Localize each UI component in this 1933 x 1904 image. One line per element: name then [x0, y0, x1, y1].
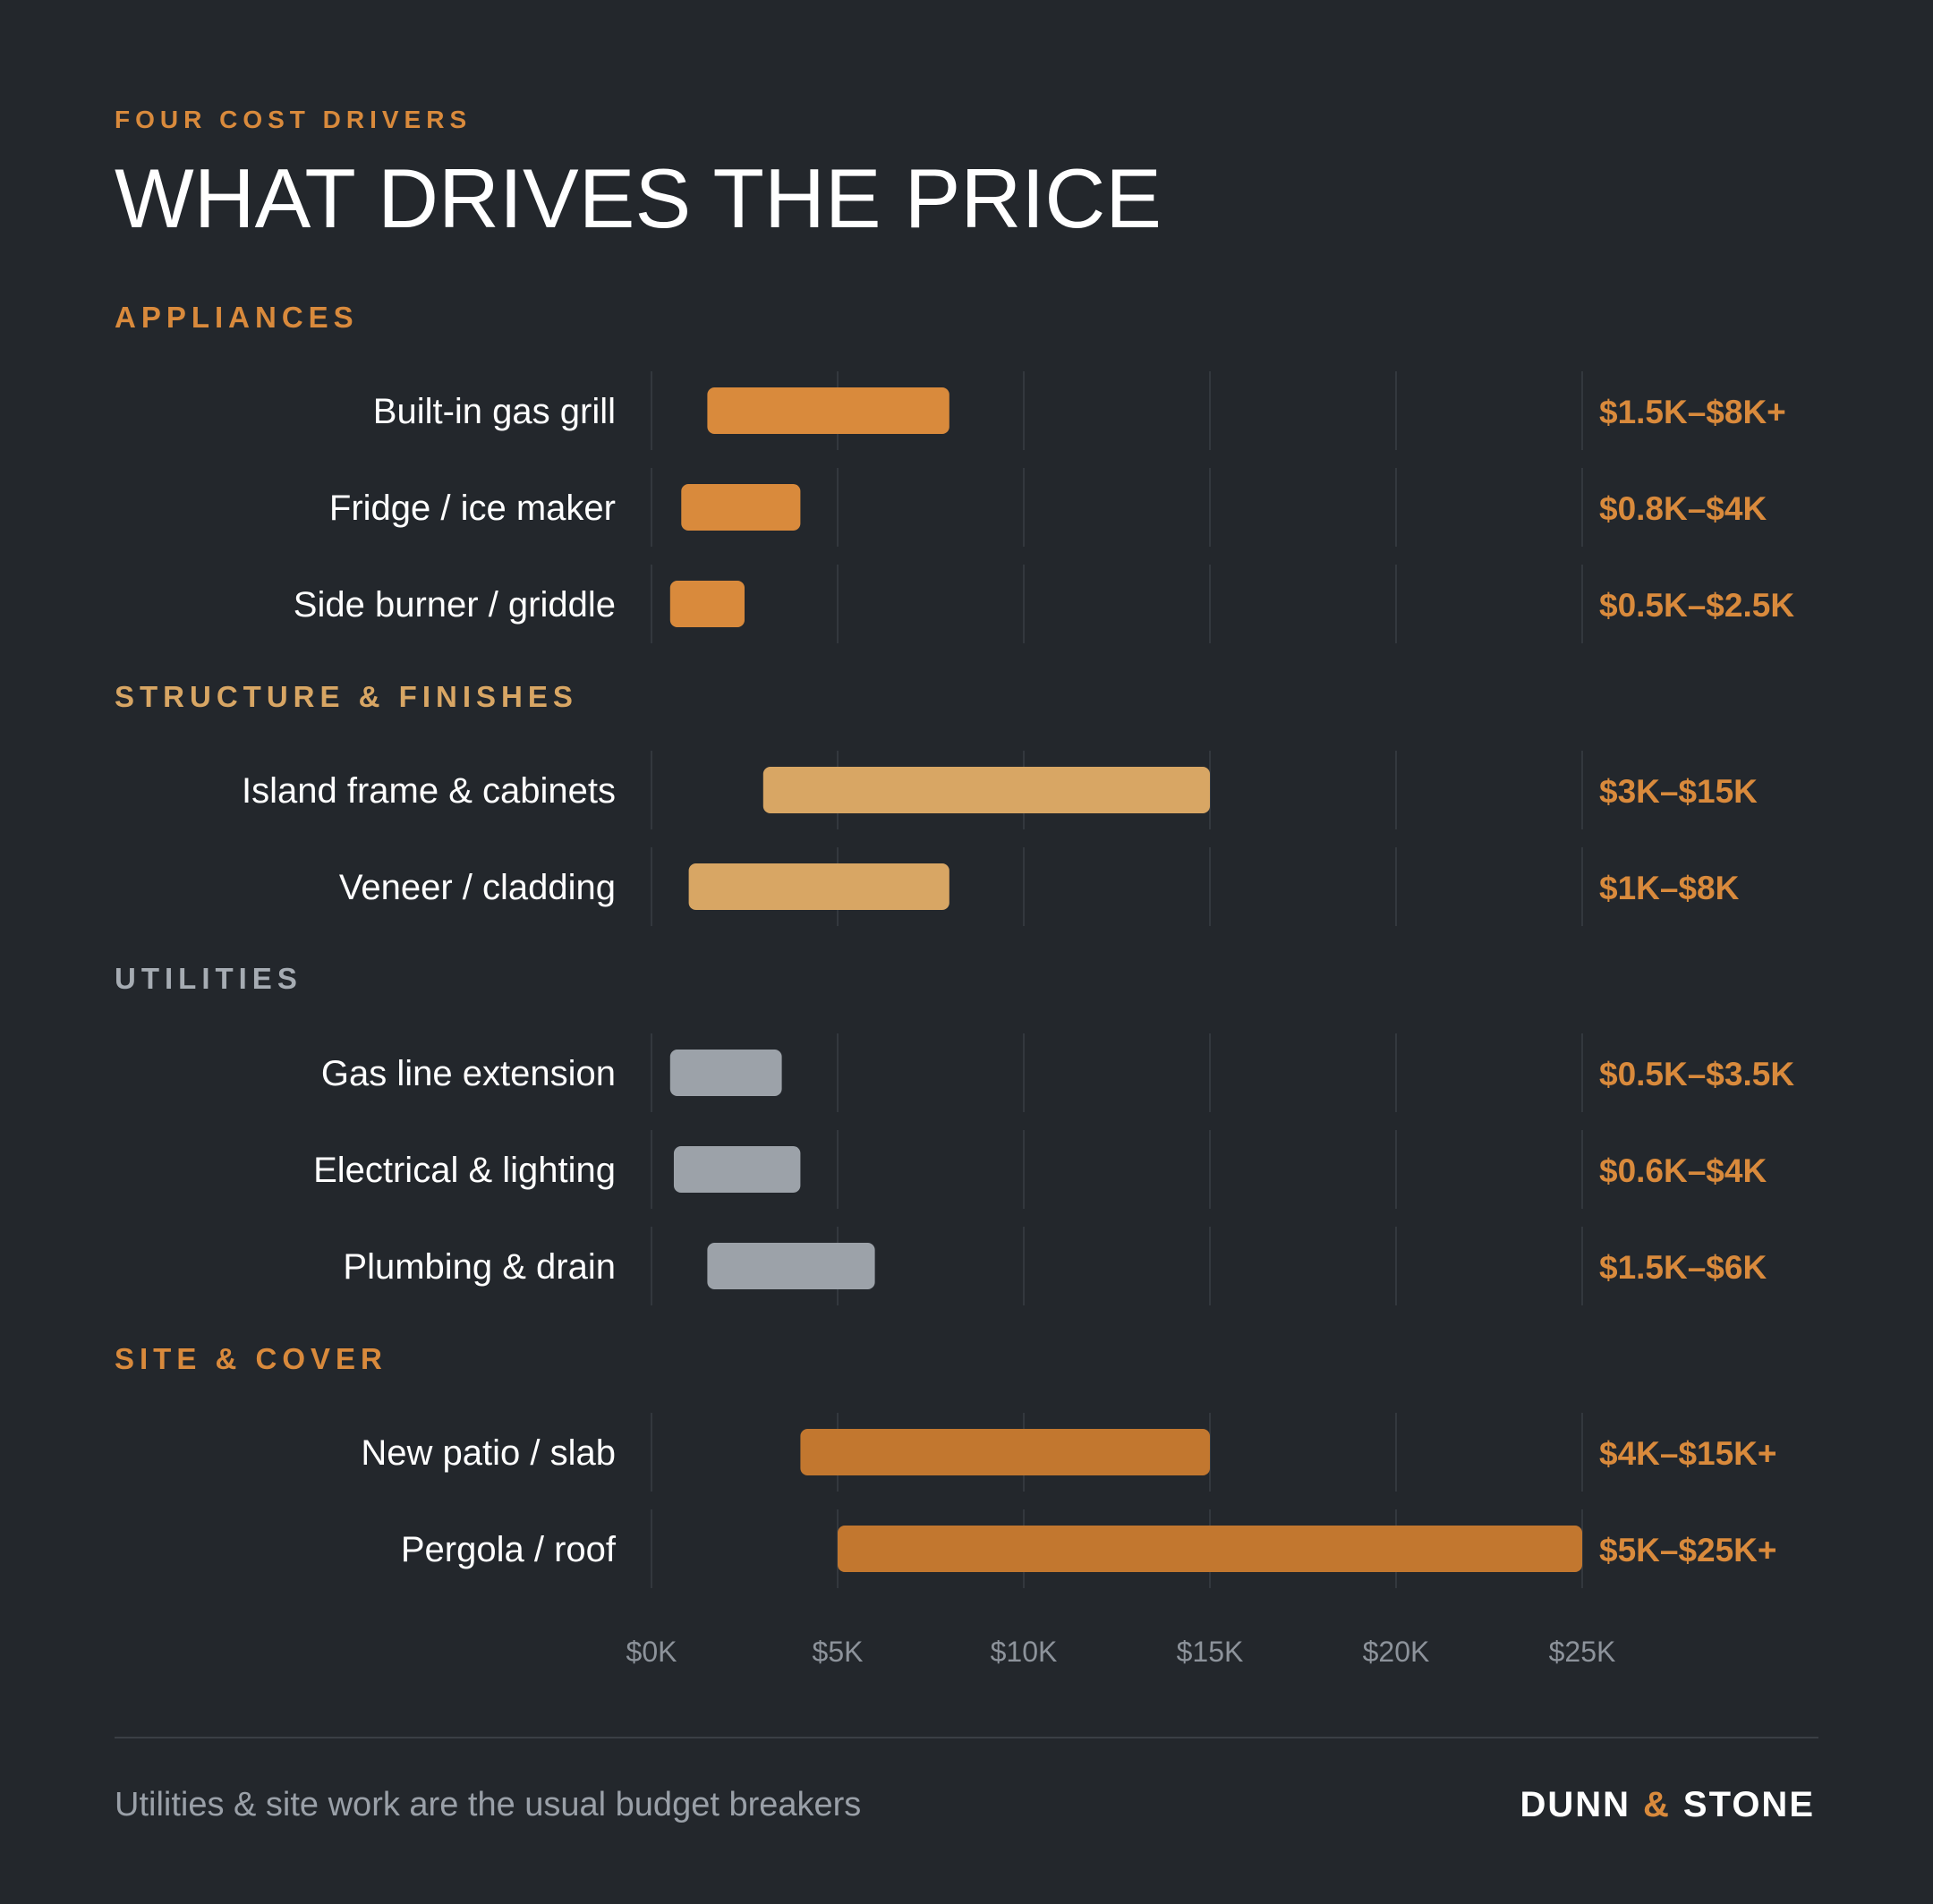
brand-stone: STONE [1683, 1785, 1815, 1824]
range-bar [688, 863, 949, 910]
range-value: $4K–$15K+ [1599, 1435, 1777, 1472]
row-label: Plumbing & drain [343, 1247, 616, 1287]
section-label: UTILITIES [115, 962, 302, 995]
x-tick-label: $25K [1549, 1636, 1616, 1668]
row-label: Gas line extension [321, 1054, 616, 1093]
chart-kicker: FOUR COST DRIVERS [115, 106, 472, 133]
range-bar [673, 1146, 801, 1193]
row-label: Built-in gas grill [373, 392, 616, 431]
brand-dunn: DUNN [1520, 1785, 1631, 1824]
row-label: New patio / slab [361, 1433, 616, 1473]
range-value: $0.6K–$4K [1599, 1152, 1767, 1189]
range-bar [681, 484, 801, 531]
brand-ampersand: & [1643, 1785, 1671, 1824]
row-label: Island frame & cabinets [242, 771, 616, 811]
plot-area: APPLIANCES Built-in gas grill $1.5K–$8K+ Fr… [115, 301, 1794, 1588]
range-bar [762, 767, 1210, 813]
section-label: SITE & COVER [115, 1342, 387, 1375]
range-value: $5K–$25K+ [1599, 1532, 1777, 1568]
range-bar [800, 1429, 1210, 1475]
range-bar [669, 581, 745, 627]
x-tick-label: $5K [813, 1636, 864, 1668]
range-value: $0.8K–$4K [1599, 490, 1767, 527]
footer-note: Utilities & site work are the usual budg… [115, 1786, 861, 1823]
x-axis: $0K $5K $10K $15K $20K $25K [626, 1636, 1616, 1668]
x-tick-label: $20K [1363, 1636, 1430, 1668]
range-value: $0.5K–$3.5K [1599, 1056, 1794, 1092]
x-tick-label: $15K [1177, 1636, 1244, 1668]
range-value: $3K–$15K [1599, 773, 1758, 810]
chart-title: WHAT DRIVES THE PRICE [115, 151, 1162, 245]
range-value: $1.5K–$6K [1599, 1249, 1767, 1286]
row-label: Veneer / cladding [339, 868, 616, 907]
section-label: APPLIANCES [115, 301, 359, 334]
section-label: STRUCTURE & FINISHES [115, 680, 578, 713]
brand-logo: DUNN & STONE [1520, 1785, 1815, 1824]
range-value: $0.5K–$2.5K [1599, 587, 1794, 624]
range-value: $1K–$8K [1599, 870, 1740, 906]
range-bar [707, 1243, 875, 1289]
row-label: Electrical & lighting [313, 1151, 616, 1190]
range-bar [707, 387, 949, 434]
range-value: $1.5K–$8K+ [1599, 394, 1786, 430]
x-tick-label: $0K [626, 1636, 677, 1668]
row-label: Side burner / griddle [294, 585, 616, 625]
range-bar [669, 1050, 782, 1096]
range-bar [838, 1526, 1582, 1572]
row-label: Pergola / roof [401, 1530, 617, 1569]
x-tick-label: $10K [991, 1636, 1058, 1668]
row-label: Fridge / ice maker [329, 489, 616, 528]
